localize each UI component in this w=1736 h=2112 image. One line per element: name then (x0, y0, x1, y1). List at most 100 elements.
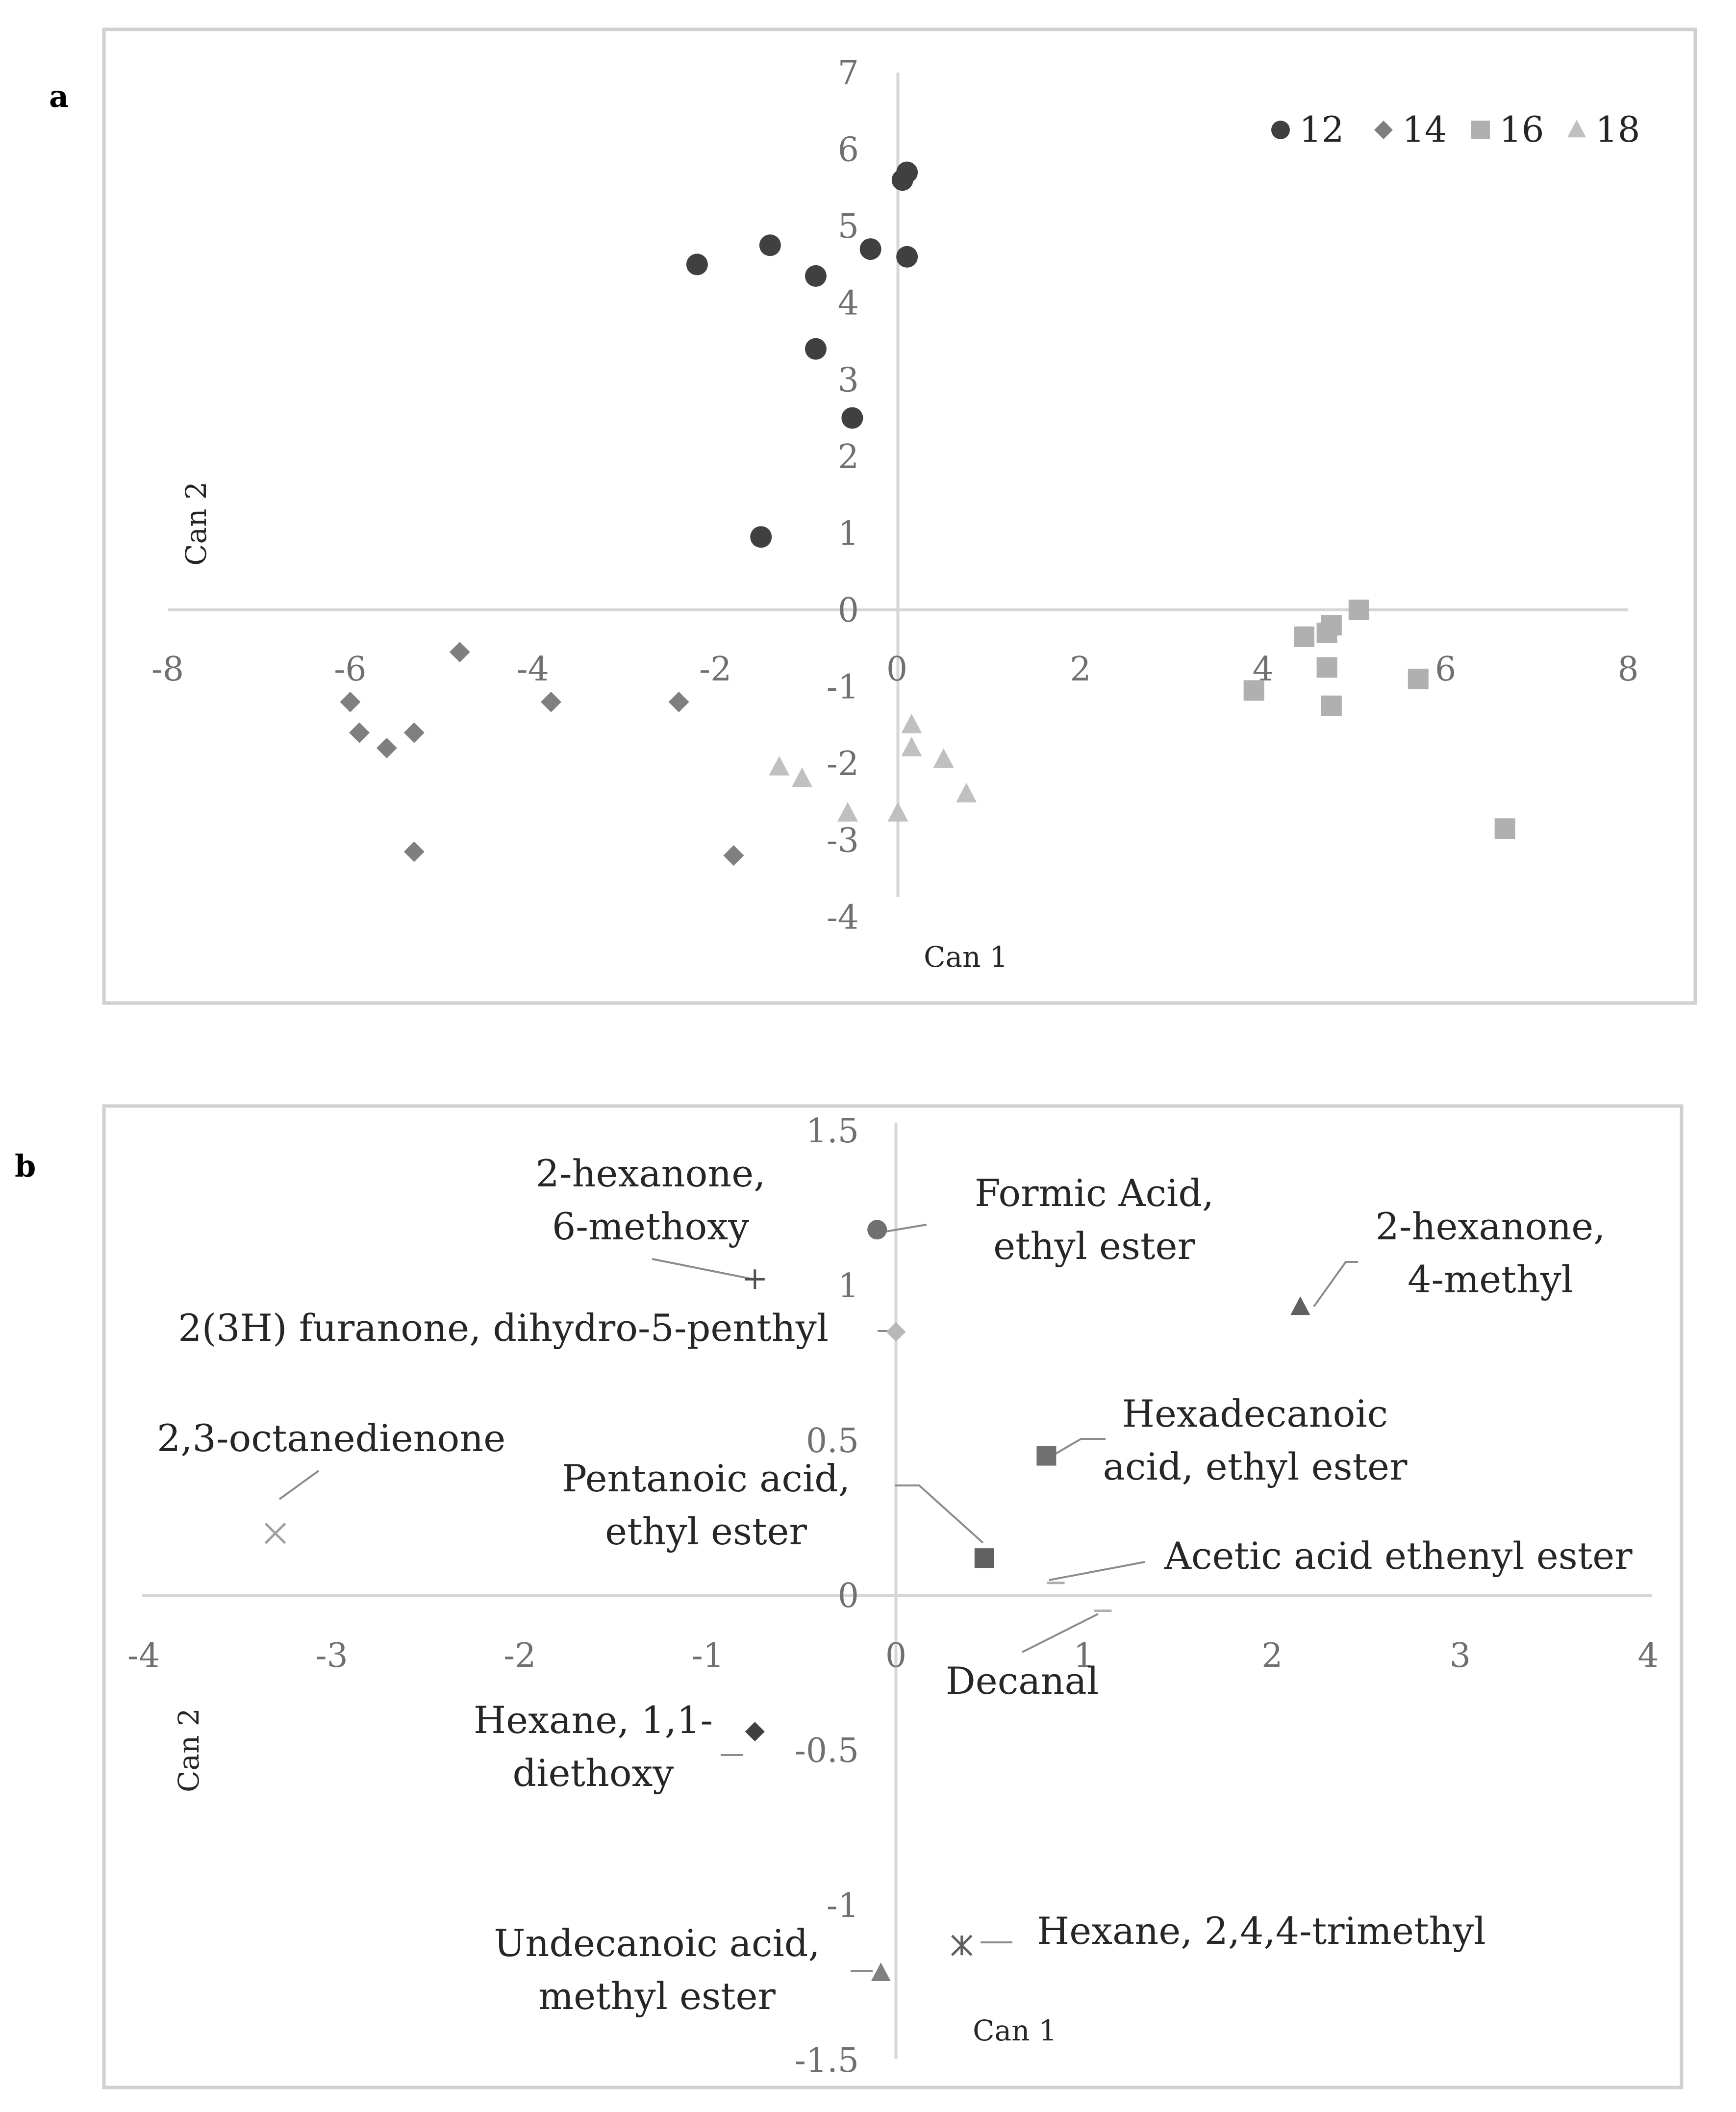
panel-a-y-tick-label: 5 (838, 207, 859, 246)
panel-a-point-series-12 (750, 526, 772, 548)
panel-b-marks (264, 1220, 1310, 1982)
panel-a-point-series-18 (769, 755, 790, 776)
point-marker-undecanoic-acid-methyl-ester (871, 1962, 891, 1982)
leader-line-pentanoic-acid-ethyl-ester (895, 1484, 984, 1544)
legend-label-14: 14 (1402, 109, 1447, 150)
panel-a-axes (168, 73, 1628, 897)
panel-a-x-tick-label: -4 (517, 650, 549, 689)
panel-a-point-series-14 (449, 642, 470, 663)
panel-b-tick-labels: -4 -3 -2 -1 0 1 2 3 4 -1.5 -1 -0.5 0 0.5 1 1.5 (127, 1112, 1659, 2080)
leader-line-hexadecanoic-acid-ethyl-ester (1051, 1438, 1106, 1457)
point-label-undecanoic-acid-methyl-ester: methyl ester (538, 1974, 776, 2018)
panel-a-y-tick-label: 3 (838, 361, 859, 400)
panel-a-y-tick-label: 4 (838, 284, 859, 323)
panel-a-point-series-12 (859, 238, 881, 260)
panel-a-x-axis-label: Can 1 (924, 940, 1008, 974)
panel-a-y-tick-label: -1 (827, 668, 859, 707)
point-label-formic-acid-ethyl-ester: Formic Acid, (975, 1171, 1214, 1215)
panel-b-x-tick-label: 0 (885, 1636, 906, 1675)
panel-b-x-tick-label: -1 (692, 1636, 724, 1675)
panel-b-chart: b -4 -3 -2 -1 0 1 2 3 4 -1.5 -1 -0.5 0 0.5 1 1.5 2-hexa… (15, 1104, 1684, 2089)
panel-a-y-tick-label: -4 (827, 898, 859, 937)
panel-b-y-tick-label: 0 (838, 1577, 859, 1615)
panel-a-point-series-14 (668, 691, 689, 712)
legend-label-16: 16 (1499, 109, 1544, 150)
panel-a-marks (340, 161, 1515, 866)
panel-b-x-tick-label: 1 (1073, 1636, 1094, 1675)
panel-b-y-tick-label: -0.5 (795, 1732, 859, 1770)
panel-a-point-series-18 (901, 713, 922, 733)
point-marker-2-hexanone-6-methoxy (745, 1269, 765, 1289)
panel-a-point-series-18 (933, 748, 954, 768)
panel-a-y-tick-label: 7 (838, 54, 859, 93)
panel-a-label: a (49, 78, 69, 114)
point-label-acetic-acid-ethenyl-ester: Acetic acid ethenyl ester (1164, 1534, 1633, 1578)
legend-label-12: 12 (1299, 109, 1344, 150)
point-label-hexane-1-1-diethoxy: Hexane, 1,1- (474, 1698, 713, 1742)
leader-line-acetic-acid-ethenyl-ester (1049, 1561, 1145, 1581)
panel-a-y-tick-label: -3 (827, 822, 859, 860)
panel-a-x-tick-label: -8 (151, 650, 184, 689)
panel-a-x-tick-label: -6 (334, 650, 366, 689)
panel-a-point-series-14 (540, 691, 561, 712)
panel-a-point-series-16 (1408, 668, 1429, 689)
panel-b-y-tick-label: 1 (838, 1267, 859, 1306)
point-label-hexane-2-4-4-trimethyl: Hexane, 2,4,4-trimethyl (1037, 1909, 1486, 1953)
panel-a-y-tick-label: 6 (838, 131, 859, 170)
panel-a-point-series-14 (376, 737, 397, 758)
panel-a-y-axis-label: Can 2 (179, 481, 213, 566)
panel-b-x-tick-label: 4 (1637, 1636, 1659, 1675)
point-label-2-3-octanedienone: 2,3-octanedienone (157, 1416, 505, 1460)
point-label-2-hexanone-4-methyl: 2-hexanone, (1376, 1205, 1606, 1248)
panel-a-point-series-16 (1321, 695, 1342, 716)
panel-a-y-tick-label: 0 (838, 591, 859, 630)
panel-a-point-series-18 (837, 802, 858, 822)
panel-a-x-tick-label: 0 (886, 650, 907, 689)
panel-a-point-series-12 (896, 246, 918, 268)
panel-a-point-series-16 (1316, 657, 1337, 678)
panel-a-point-series-18 (887, 802, 908, 822)
point-marker-pentanoic-acid-ethyl-ester (974, 1548, 994, 1568)
legend-marker-16 (1471, 121, 1490, 139)
panel-a-point-series-14 (349, 722, 370, 743)
panel-b-x-axis-label: Can 1 (973, 2014, 1057, 2047)
point-label-undecanoic-acid-methyl-ester: Undecanoic acid, (494, 1921, 820, 1965)
panel-a-y-tick-label: 2 (838, 438, 859, 477)
panel-b-y-axis-label: Can 2 (172, 1708, 205, 1792)
point-label-pentanoic-acid-ethyl-ester: Pentanoic acid, (562, 1457, 850, 1500)
point-marker-formic-acid-ethyl-ester (867, 1220, 887, 1240)
panel-a-point-series-18 (901, 736, 922, 756)
panel-b-x-tick-label: -4 (127, 1636, 160, 1675)
panel-a-point-series-18 (956, 782, 977, 803)
panel-b-x-tick-label: 2 (1261, 1636, 1283, 1675)
panel-a-point-series-12 (841, 407, 863, 429)
panel-b-y-tick-label: -1.5 (795, 2041, 859, 2080)
panel-a-point-series-14 (403, 841, 425, 862)
panel-a-point-series-14 (723, 845, 744, 866)
panel-b-y-tick-label: -1 (827, 1886, 859, 1925)
panel-b-x-tick-label: -2 (503, 1636, 536, 1675)
panel-a-y-tick-label: -2 (827, 745, 859, 783)
panel-a-point-series-12 (805, 338, 827, 360)
panel-a-x-tick-label: 8 (1617, 650, 1638, 689)
panel-a-legend: 12 14 16 18 (1271, 109, 1640, 150)
point-label-hexane-1-1-diethoxy: diethoxy (513, 1751, 674, 1795)
panel-a-point-series-12 (686, 253, 708, 276)
panel-a-point-series-16 (1243, 680, 1264, 701)
leader-line-formic-acid-ethyl-ester (880, 1224, 927, 1233)
point-label-decanal: Decanal (946, 1659, 1099, 1703)
point-label-hexadecanoic-acid-ethyl-ester: acid, ethyl ester (1103, 1445, 1408, 1488)
point-marker-hexadecanoic-acid-ethyl-ester (1036, 1446, 1057, 1466)
panel-a-point-series-16 (1494, 818, 1515, 839)
panel-a-point-series-12 (891, 169, 913, 191)
leader-line-2-hexanone-4-methyl (1313, 1261, 1358, 1307)
legend-marker-14 (1374, 121, 1393, 139)
point-marker-2-3h-furanone-dihydro-5-penthyl (886, 1322, 906, 1342)
leader-line-2-hexanone-6-methoxy (652, 1258, 755, 1281)
panel-a-point-series-16 (1348, 600, 1369, 620)
panel-a-point-series-14 (340, 691, 361, 712)
panel-b-leader-lines (278, 1224, 1358, 1972)
panel-b-label: b (15, 1148, 36, 1184)
